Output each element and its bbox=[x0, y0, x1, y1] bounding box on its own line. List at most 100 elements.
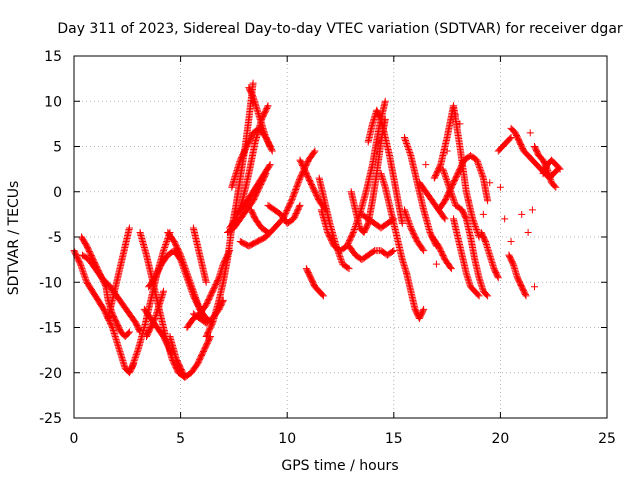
data-point-marker bbox=[445, 183, 453, 191]
x-tick-label: 10 bbox=[278, 431, 296, 447]
data-point-marker bbox=[184, 272, 192, 280]
data-point-marker bbox=[447, 189, 455, 197]
data-point-marker bbox=[406, 149, 414, 157]
series-arc-23 bbox=[264, 201, 304, 227]
series-arc-36 bbox=[415, 179, 449, 223]
data-point-marker bbox=[266, 141, 274, 149]
series-arc-21 bbox=[247, 206, 272, 236]
data-point-marker bbox=[79, 268, 87, 276]
data-point-marker bbox=[402, 136, 410, 144]
series-arc-47 bbox=[539, 156, 564, 178]
data-point-marker bbox=[177, 253, 185, 261]
data-point-marker bbox=[443, 177, 451, 185]
data-point-marker bbox=[185, 274, 193, 282]
data-point-marker bbox=[450, 197, 458, 205]
axis-ticks bbox=[73, 55, 608, 419]
data-point-marker bbox=[178, 254, 186, 262]
data-point-marker bbox=[350, 227, 358, 235]
data-point-marker bbox=[432, 260, 440, 268]
data-point-marker bbox=[194, 299, 202, 307]
data-point-marker bbox=[133, 349, 141, 357]
data-point-marker bbox=[130, 358, 138, 366]
data-point-marker bbox=[178, 256, 186, 264]
x-axis-label: GPS time / hours bbox=[281, 458, 398, 474]
data-point-marker bbox=[471, 222, 479, 230]
y-tick-label: 5 bbox=[53, 140, 62, 156]
series-arc-22 bbox=[245, 84, 274, 150]
data-point-marker bbox=[263, 228, 271, 236]
data-point-marker bbox=[180, 260, 188, 268]
series-arc-30 bbox=[364, 106, 406, 227]
x-tick-label: 15 bbox=[385, 431, 403, 447]
data-point-marker bbox=[186, 277, 194, 285]
data-point-marker bbox=[162, 239, 170, 247]
data-point-marker bbox=[449, 195, 457, 203]
data-point-marker bbox=[266, 143, 274, 150]
data-point-marker bbox=[422, 161, 430, 169]
data-point-marker bbox=[131, 354, 139, 362]
data-point-marker bbox=[264, 102, 272, 110]
data-point-marker bbox=[208, 320, 216, 328]
data-point-marker bbox=[441, 215, 449, 223]
data-point-marker bbox=[405, 146, 413, 154]
data-point-marker bbox=[469, 215, 477, 223]
data-point-marker bbox=[405, 219, 413, 227]
series-arc-19 bbox=[232, 161, 274, 218]
data-markers bbox=[70, 79, 564, 381]
data-point-marker bbox=[469, 216, 477, 224]
data-point-marker bbox=[108, 322, 116, 330]
data-point-marker bbox=[521, 291, 529, 299]
series-arc-27 bbox=[317, 97, 389, 255]
data-point-marker bbox=[528, 206, 536, 214]
data-point-marker bbox=[442, 174, 450, 182]
y-tick-labels: -25 -20 -15 -10 -5 0 5 10 15 bbox=[39, 49, 62, 427]
x-tick-label: 25 bbox=[598, 431, 616, 447]
data-point-marker bbox=[472, 225, 480, 233]
data-point-marker bbox=[381, 97, 389, 105]
data-point-marker bbox=[474, 291, 482, 299]
data-point-marker bbox=[189, 287, 197, 295]
data-point-marker bbox=[350, 225, 358, 233]
data-point-marker bbox=[80, 269, 88, 277]
data-point-marker bbox=[552, 183, 560, 191]
data-point-marker bbox=[496, 183, 504, 191]
series-arc-38 bbox=[435, 152, 492, 214]
data-point-marker bbox=[474, 159, 482, 167]
data-point-marker bbox=[401, 135, 409, 143]
series-arc-11 bbox=[166, 333, 214, 381]
data-point-marker bbox=[233, 213, 241, 221]
data-point-marker bbox=[472, 224, 480, 232]
data-point-marker bbox=[160, 247, 168, 255]
data-point-marker bbox=[403, 139, 411, 147]
data-point-marker bbox=[390, 247, 398, 255]
series-arc-08 bbox=[142, 287, 168, 341]
data-point-marker bbox=[310, 148, 318, 156]
data-point-marker bbox=[403, 213, 411, 221]
data-point-marker bbox=[266, 161, 274, 169]
data-point-marker bbox=[264, 228, 272, 236]
y-tick-label: -20 bbox=[39, 366, 62, 382]
data-point-marker bbox=[77, 263, 85, 271]
series-arc-39 bbox=[439, 165, 492, 300]
data-point-marker bbox=[400, 206, 408, 214]
data-point-marker bbox=[401, 207, 409, 215]
data-point-marker bbox=[190, 289, 198, 297]
series-arc-04 bbox=[104, 224, 133, 322]
data-point-marker bbox=[187, 281, 195, 289]
data-point-marker bbox=[477, 168, 485, 176]
data-point-marker bbox=[131, 355, 139, 363]
data-point-marker bbox=[181, 265, 189, 273]
data-point-marker bbox=[404, 143, 412, 150]
data-point-marker bbox=[443, 176, 451, 184]
data-point-marker bbox=[161, 242, 169, 250]
x-tick-label: 0 bbox=[70, 431, 79, 447]
data-point-marker bbox=[501, 215, 509, 223]
data-point-marker bbox=[446, 186, 454, 194]
y-tick-label: 15 bbox=[44, 49, 62, 65]
series-arc-42 bbox=[477, 228, 502, 282]
data-point-marker bbox=[494, 274, 502, 282]
x-tick-label: 20 bbox=[491, 431, 509, 447]
data-point-marker bbox=[420, 305, 428, 313]
data-point-marker bbox=[479, 173, 487, 181]
